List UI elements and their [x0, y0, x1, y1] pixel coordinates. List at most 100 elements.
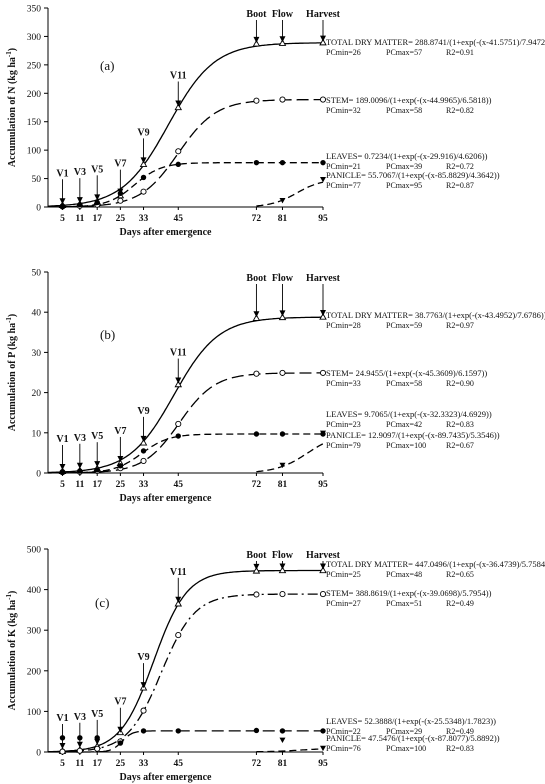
data-point-leaves	[175, 433, 181, 439]
y-tick-label: 0	[36, 749, 41, 759]
x-tick-label: 45	[174, 480, 184, 490]
data-point-leaves	[117, 740, 124, 746]
stage-arrowhead	[140, 435, 147, 442]
y-tick-label: 300	[27, 33, 42, 43]
y-tick-label: 200	[27, 667, 42, 677]
data-point-panicle	[320, 745, 326, 752]
x-axis-label: Days after emergence	[120, 493, 213, 504]
data-point-total-dry-matter	[252, 39, 261, 47]
data-point-total-dry-matter	[278, 39, 287, 46]
series-stat: PCmax=57	[386, 48, 422, 57]
x-tick-label: 17	[92, 480, 102, 490]
series-equation: TOTAL DRY MATTER= 447.0496/(1+exp(-(x-36…	[326, 559, 545, 569]
data-point-stem	[253, 591, 260, 598]
data-point-stem	[253, 370, 260, 377]
series-stat: R2=0.67	[446, 441, 474, 450]
data-point-leaves	[117, 463, 124, 469]
data-point-panicle	[279, 197, 286, 204]
series-stat: PCmax=58	[386, 379, 422, 388]
stage-label: V9	[137, 406, 149, 417]
stage-label: V1	[56, 168, 68, 179]
stage-arrowhead	[140, 682, 147, 689]
series-stat: R2=0.83	[446, 420, 474, 429]
data-point-stem	[140, 457, 147, 464]
stage-arrowhead	[76, 197, 83, 204]
y-tick-label: 50	[32, 175, 42, 185]
data-point-stem	[175, 420, 182, 428]
data-point-stem	[59, 748, 66, 755]
x-tick-label: 72	[252, 480, 262, 490]
series-line-panicle	[256, 748, 323, 753]
series-equation: PANICLE= 12.9097/(1+exp(-(x-89.7435)/5.3…	[326, 430, 500, 440]
stage-label: Flow	[272, 273, 294, 284]
series-stat: PCmin=76	[326, 744, 361, 753]
stage-arrowhead	[117, 726, 124, 733]
series-line-stem	[48, 98, 323, 208]
series-stat: R2=0.91	[446, 48, 474, 57]
data-point-total-dry-matter	[319, 312, 327, 320]
series-stat: PCmin=79	[326, 441, 361, 450]
x-tick-label: 11	[75, 480, 84, 490]
x-tick-label: 17	[92, 759, 102, 769]
x-tick-label: 45	[174, 759, 184, 769]
stage-arrowhead	[175, 596, 182, 603]
data-point-stem	[279, 96, 286, 103]
x-tick-label: 81	[278, 480, 288, 490]
stage-arrowhead	[76, 462, 83, 469]
data-point-stem	[279, 591, 286, 598]
series-stat: R2=0.65	[446, 570, 474, 579]
data-point-total-dry-matter	[252, 566, 261, 574]
series-stat: R2=0.49	[446, 599, 474, 608]
series-stat: PCmax=95	[386, 181, 422, 190]
data-point-leaves	[94, 199, 100, 206]
series-stat: PCmax=58	[386, 106, 422, 115]
series-stat: R2=0.72	[446, 162, 474, 171]
stage-arrowhead	[59, 198, 66, 205]
data-point-leaves	[175, 728, 181, 734]
stage-arrowhead	[94, 194, 101, 201]
y-tick-label: 40	[32, 309, 42, 319]
data-point-total-dry-matter	[319, 38, 327, 46]
series-stat: PCmax=100	[386, 744, 426, 753]
data-point-stem	[319, 591, 327, 598]
series-stat: PCmax=48	[386, 570, 422, 579]
stage-arrowhead	[279, 310, 286, 317]
stage-label: V3	[74, 712, 86, 723]
series-stat: R2=0.49	[446, 727, 474, 736]
data-point-panicle	[320, 176, 326, 183]
series-stat: R2=0.82	[446, 106, 474, 115]
series-stat: R2=0.87	[446, 181, 474, 190]
y-tick-label: 100	[27, 708, 42, 718]
series-stat: PCmax=51	[386, 599, 422, 608]
stage-arrowhead	[94, 738, 101, 745]
stage-arrowhead	[253, 36, 260, 43]
stage-label: V11	[170, 567, 187, 578]
y-tick-label: 20	[32, 389, 42, 399]
data-point-leaves	[253, 431, 260, 437]
y-tick-label: 200	[27, 90, 42, 100]
data-point-stem	[140, 707, 147, 714]
series-line-total-dry-matter	[48, 42, 323, 207]
x-tick-label: 17	[92, 214, 102, 224]
series-line-total-dry-matter	[47, 316, 323, 474]
series-stat: PCmin=33	[326, 379, 361, 388]
data-point-leaves	[175, 161, 181, 168]
x-tick-label: 5	[60, 214, 65, 224]
data-point-panicle	[320, 430, 326, 436]
series-equation: PANICLE= 47.5476/(1+exp(-(x-87.8077)/5.8…	[326, 733, 500, 743]
stage-label: V11	[170, 348, 187, 359]
series-stat: PCmax=42	[386, 420, 422, 429]
x-tick-label: 11	[75, 214, 84, 224]
x-tick-label: 25	[116, 480, 126, 490]
data-point-stem	[253, 97, 260, 104]
stage-arrowhead	[279, 563, 286, 570]
data-point-total-dry-matter	[139, 438, 148, 446]
data-point-total-dry-matter	[139, 160, 148, 168]
stage-arrowhead	[279, 36, 286, 43]
y-tick-label: 250	[27, 61, 42, 71]
x-axis-label: Days after emergence	[120, 227, 213, 238]
series-stat: PCmax=100	[386, 441, 426, 450]
stage-arrowhead	[253, 563, 260, 570]
data-point-leaves	[94, 467, 100, 473]
